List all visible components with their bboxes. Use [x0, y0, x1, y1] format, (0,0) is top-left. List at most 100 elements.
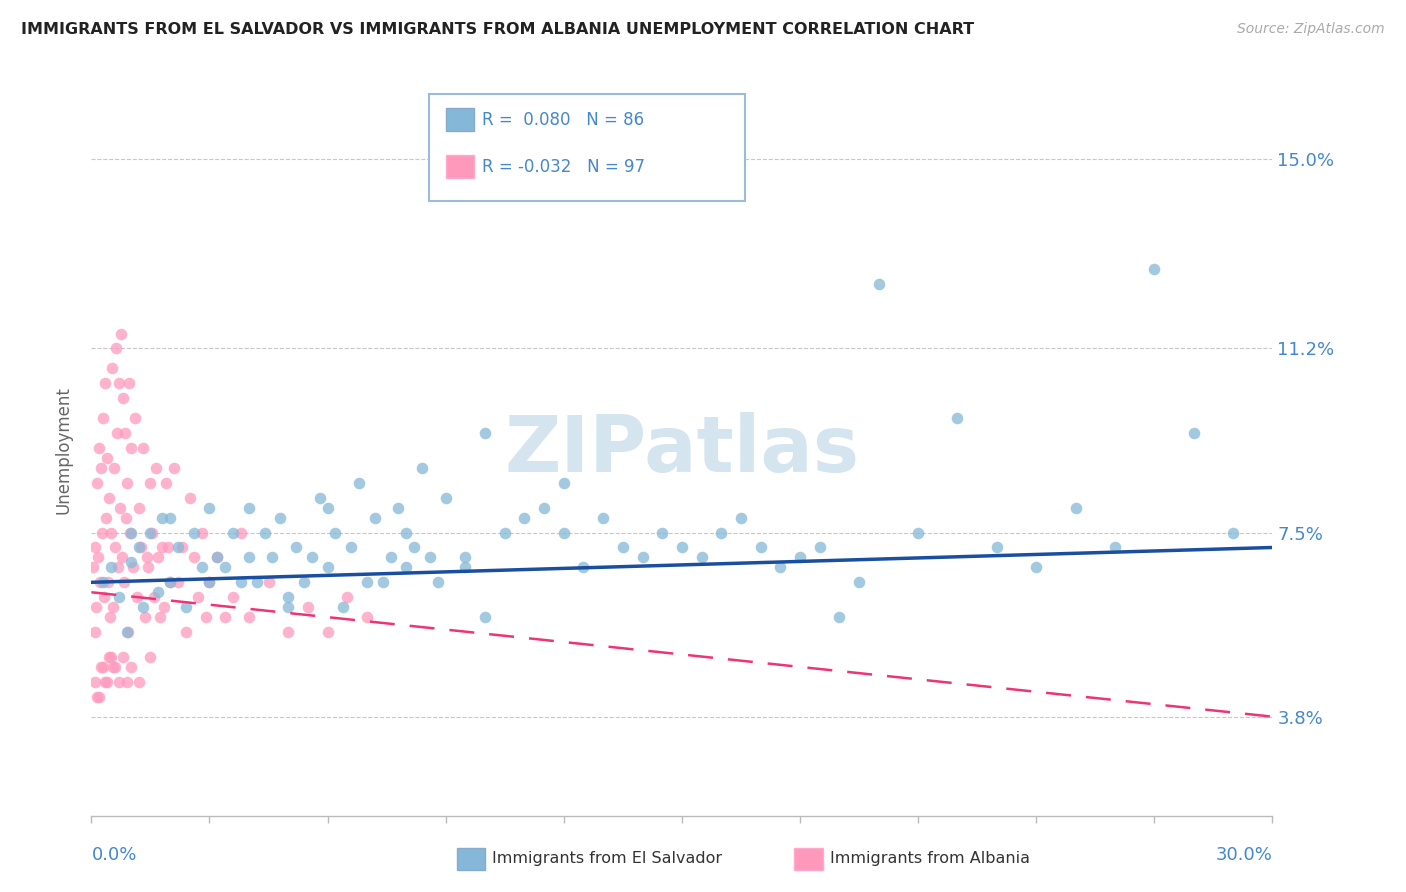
Point [125, 591, 148, 605]
Point [214, 560, 236, 574]
Point [207, 550, 229, 565]
Point [112, 575, 135, 590]
Point [138, 560, 160, 574]
Point [84, 541, 107, 555]
Point [730, 510, 752, 524]
Point [118, 376, 141, 391]
Text: ZIPatlas: ZIPatlas [505, 412, 859, 489]
Point [332, 600, 354, 615]
Point [82, 560, 104, 574]
Point [155, 475, 177, 490]
Point [1064, 500, 1087, 515]
Point [426, 575, 449, 590]
Point [411, 461, 433, 475]
Point [612, 541, 634, 555]
Point [1222, 525, 1244, 540]
Point [167, 541, 190, 555]
Point [107, 560, 129, 574]
Point [128, 500, 150, 515]
Point [135, 550, 157, 565]
Point [631, 550, 654, 565]
Point [108, 500, 131, 515]
Point [198, 500, 221, 515]
Point [222, 591, 245, 605]
Point [395, 560, 418, 574]
Point [91, 575, 114, 590]
Point [150, 510, 173, 524]
Point [690, 550, 713, 565]
Point [297, 600, 319, 615]
Point [149, 610, 172, 624]
Point [292, 575, 315, 590]
Point [572, 560, 595, 574]
Text: Immigrants from El Salvador: Immigrants from El Salvador [492, 851, 723, 865]
Point [89, 690, 111, 704]
Y-axis label: Unemployment: Unemployment [55, 386, 73, 515]
Point [183, 550, 205, 565]
Point [141, 525, 163, 540]
Point [238, 610, 260, 624]
Point [356, 610, 378, 624]
Point [454, 560, 477, 574]
Point [371, 575, 394, 590]
Point [229, 525, 252, 540]
Point [238, 550, 260, 565]
Point [159, 510, 181, 524]
Point [120, 660, 142, 674]
Point [114, 425, 136, 440]
Point [1143, 261, 1166, 276]
Point [120, 441, 142, 455]
Point [103, 461, 125, 475]
Point [207, 550, 229, 565]
Point [148, 550, 170, 565]
Text: Immigrants from Albania: Immigrants from Albania [830, 851, 1029, 865]
Point [277, 625, 299, 640]
Text: R =  0.080   N = 86: R = 0.080 N = 86 [482, 111, 644, 128]
Point [419, 550, 441, 565]
Point [120, 525, 142, 540]
Point [198, 575, 221, 590]
Point [104, 660, 127, 674]
Point [257, 575, 280, 590]
Text: IMMIGRANTS FROM EL SALVADOR VS IMMIGRANTS FROM ALBANIA UNEMPLOYMENT CORRELATION : IMMIGRANTS FROM EL SALVADOR VS IMMIGRANT… [21, 22, 974, 37]
Point [94, 376, 117, 391]
Point [946, 411, 969, 425]
Point [139, 475, 162, 490]
Point [380, 550, 402, 565]
Point [90, 660, 112, 674]
Point [84, 600, 107, 615]
Point [364, 510, 387, 524]
Point [108, 376, 131, 391]
Point [651, 525, 673, 540]
Text: 30.0%: 30.0% [1216, 846, 1272, 864]
Point [110, 326, 132, 341]
Point [157, 541, 180, 555]
Point [789, 550, 811, 565]
Point [101, 361, 124, 376]
Point [336, 591, 359, 605]
Point [89, 441, 111, 455]
Point [104, 342, 127, 356]
Point [143, 591, 166, 605]
Text: R = -0.032   N = 97: R = -0.032 N = 97 [482, 158, 645, 176]
Point [553, 475, 575, 490]
Point [97, 575, 120, 590]
Point [83, 625, 105, 640]
Point [148, 585, 170, 599]
Point [848, 575, 870, 590]
Point [108, 674, 131, 689]
Point [474, 610, 496, 624]
Point [316, 625, 339, 640]
Point [91, 525, 114, 540]
Point [434, 491, 457, 505]
Point [513, 510, 536, 524]
Point [986, 541, 1008, 555]
Text: 0.0%: 0.0% [91, 846, 136, 864]
Point [246, 575, 269, 590]
Point [316, 560, 339, 574]
Point [150, 541, 173, 555]
Point [129, 541, 152, 555]
Point [96, 450, 118, 465]
Point [404, 541, 426, 555]
Point [98, 491, 121, 505]
